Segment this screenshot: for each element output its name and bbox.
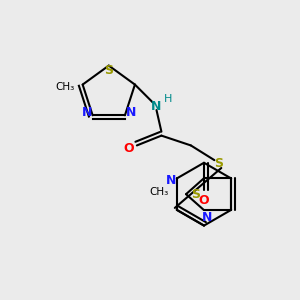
Text: S: S: [104, 64, 113, 77]
Text: CH₃: CH₃: [55, 82, 75, 92]
Text: N: N: [82, 106, 92, 119]
Text: S: S: [191, 188, 200, 201]
Text: N: N: [202, 211, 212, 224]
Text: N: N: [151, 100, 162, 113]
Text: N: N: [166, 174, 176, 187]
Text: O: O: [124, 142, 134, 155]
Text: CH₃: CH₃: [149, 187, 169, 197]
Text: S: S: [214, 157, 223, 169]
Text: H: H: [164, 94, 172, 104]
Text: N: N: [126, 106, 136, 119]
Text: O: O: [199, 194, 209, 207]
